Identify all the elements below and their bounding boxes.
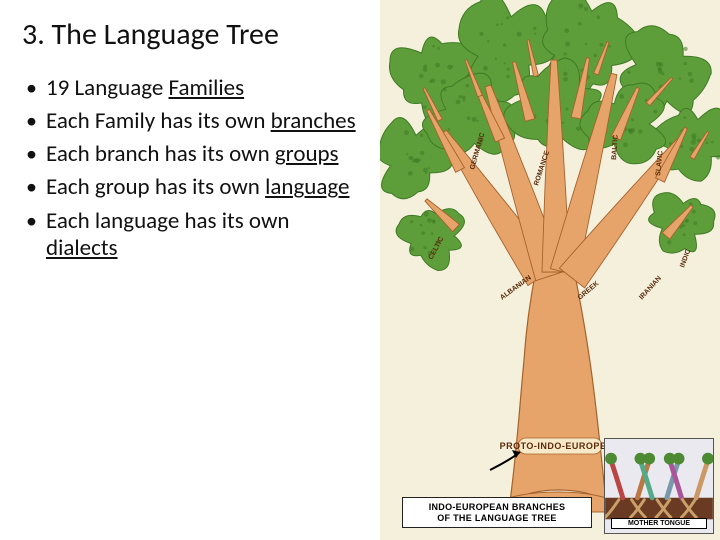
bullet-text-u: branches <box>271 107 356 135</box>
bullet-text-u: groups <box>275 140 339 168</box>
svg-text:IRANIAN: IRANIAN <box>638 275 663 301</box>
bullet-item: Each Family has its own branches <box>22 108 362 135</box>
image-panel: PROTO-INDO-EUROPEAN GERMANICROMANCECELTI… <box>380 0 720 540</box>
caption-line: OF THE LANGUAGE TREE <box>437 513 557 523</box>
bullet-item: Each group has its own language <box>22 174 362 201</box>
svg-text:PROTO-INDO-EUROPEAN: PROTO-INDO-EUROPEAN <box>500 441 621 451</box>
bullet-item: 19 Language Families <box>22 75 362 102</box>
bullet-text-pre: Each group has its own <box>46 173 265 201</box>
bullet-text-u: language <box>265 173 349 201</box>
bullet-text-u: dialects <box>46 234 118 262</box>
bullet-text-u: Families <box>169 74 245 102</box>
bullet-text-pre: Each Family has its own <box>46 107 271 135</box>
svg-text:INDIC: INDIC <box>679 248 692 268</box>
caption-line: INDO-EUROPEAN BRANCHES <box>429 502 566 512</box>
slide-title: 3. The Language Tree <box>22 18 362 51</box>
bullet-text-pre: 19 Language <box>46 74 169 102</box>
inset-band-label: MOTHER TONGUE <box>611 518 707 529</box>
svg-text:BALTIC: BALTIC <box>611 135 620 161</box>
bullet-list: 19 Language Families Each Family has its… <box>22 75 362 262</box>
svg-text:ALBANIAN: ALBANIAN <box>499 274 533 301</box>
bullet-item: Each branch has its own groups <box>22 141 362 168</box>
text-panel: 3. The Language Tree 19 Language Familie… <box>0 0 380 540</box>
bullet-item: Each language has its own dialects <box>22 208 362 262</box>
bullet-text-pre: Each branch has its own <box>46 140 275 168</box>
inset-figure: MOTHER TONGUE <box>604 438 714 534</box>
bullet-text-pre: Each language has its own <box>46 207 290 235</box>
tree-caption: INDO-EUROPEAN BRANCHES OF THE LANGUAGE T… <box>402 497 592 528</box>
language-tree-figure: PROTO-INDO-EUROPEAN GERMANICROMANCECELTI… <box>380 0 720 540</box>
